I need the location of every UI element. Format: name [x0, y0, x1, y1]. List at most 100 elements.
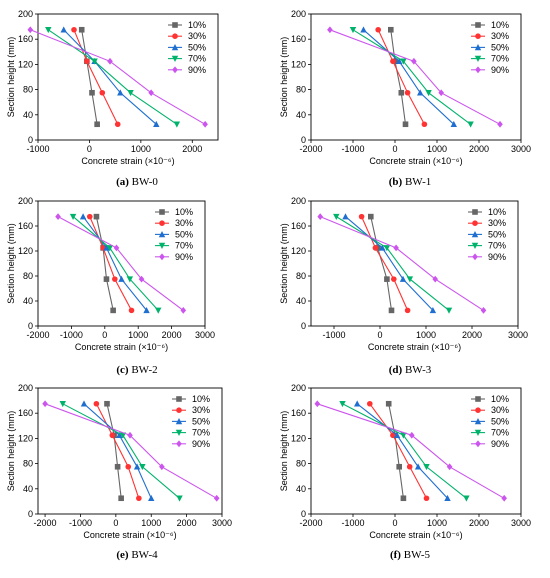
y-tick-label: 80 [296, 271, 306, 281]
y-tick-label: 200 [291, 383, 306, 393]
data-point-30% [390, 432, 396, 439]
data-point-30% [99, 89, 106, 96]
legend-label: 70% [175, 241, 193, 251]
data-point-10% [93, 213, 100, 220]
series-line-90% [30, 29, 206, 125]
data-point-10% [103, 276, 110, 282]
data-point-10% [400, 495, 407, 502]
legend-marker [472, 220, 478, 226]
data-point-70% [126, 276, 134, 283]
chart-panel-3: -2000 -1000 0 1000 2000 3000 0 40 80 120 160 200 Con… [6, 196, 215, 376]
x-tick-label: 2000 [462, 330, 482, 340]
legend-label: 90% [488, 252, 506, 262]
legend-marker [176, 396, 182, 402]
data-point-90% [411, 57, 417, 65]
legend-label: 70% [188, 54, 206, 64]
x-tick-label: 0 [392, 518, 397, 528]
data-point-30% [109, 432, 116, 439]
data-point-50% [148, 494, 155, 502]
legend-label: 50% [192, 416, 210, 426]
y-tick-label: 160 [18, 34, 33, 44]
data-point-90% [42, 400, 48, 408]
data-point-30% [391, 276, 397, 282]
data-point-30% [114, 121, 121, 128]
legend-label: 30% [491, 405, 509, 415]
data-point-30% [71, 26, 77, 33]
series-line-10% [388, 403, 404, 499]
data-point-50% [342, 213, 349, 220]
data-point-10% [78, 26, 85, 33]
legend-label: 30% [491, 31, 509, 41]
x-tick-label: 2000 [182, 144, 202, 154]
plot-frame [310, 13, 522, 141]
data-point-90% [180, 306, 187, 314]
y-tick-label: 80 [296, 459, 306, 469]
panel-caption: (e) BW-4 [116, 549, 158, 561]
x-tick-label: -1000 [69, 518, 92, 528]
data-point-10% [114, 463, 121, 470]
chart-panel-6: -2000 -1000 0 1000 2000 3000 0 40 80 120 160 200 Con… [279, 383, 531, 561]
panel-caption-letter: (b) [389, 176, 403, 188]
series-line-30% [369, 403, 427, 499]
data-point-70% [127, 89, 134, 97]
legend-marker [158, 231, 166, 238]
data-point-50% [414, 463, 422, 470]
data-point-70% [106, 245, 114, 252]
legend-label: 10% [488, 207, 506, 217]
legend-marker [158, 242, 166, 249]
data-point-30% [404, 89, 411, 96]
y-tick-label: 160 [18, 408, 33, 418]
legend-label: 30% [192, 405, 210, 415]
y-tick-label: 120 [18, 59, 33, 69]
y-axis-label: Section height (mm) [6, 411, 16, 492]
y-tick-label: 200 [291, 9, 306, 19]
y-tick-label: 40 [23, 296, 33, 306]
data-point-90% [159, 463, 165, 471]
y-tick-label: 0 [301, 321, 306, 331]
y-tick-label: 80 [23, 271, 33, 281]
data-point-70% [91, 58, 98, 65]
data-point-50% [393, 431, 401, 439]
data-point-90% [438, 89, 444, 97]
y-tick-label: 160 [18, 221, 33, 231]
data-point-30% [423, 495, 430, 502]
series-line-70% [352, 29, 471, 125]
data-point-70% [339, 400, 346, 408]
data-point-90% [501, 494, 507, 502]
data-point-50% [399, 275, 407, 282]
panel-caption-letter: (c) [116, 364, 129, 376]
panel-caption-name: BW-4 [129, 549, 159, 561]
data-point-70% [349, 26, 357, 34]
x-tick-label: 3000 [511, 518, 531, 528]
data-point-90% [107, 57, 113, 65]
data-point-50% [379, 244, 386, 251]
legend-label: 30% [488, 218, 506, 228]
panel-caption-letter: (d) [389, 364, 403, 376]
legend-label: 10% [491, 20, 509, 30]
data-point-30% [136, 495, 142, 502]
data-point-50% [79, 213, 87, 220]
legend-marker [471, 242, 479, 249]
series-line-10% [370, 216, 393, 311]
data-point-50% [360, 26, 367, 33]
data-point-10% [104, 400, 110, 407]
x-tick-label: -1000 [341, 518, 364, 528]
data-point-50% [396, 57, 403, 65]
y-axis-label: Section height (mm) [6, 223, 16, 304]
chart-panel-2: -2000 -1000 0 1000 2000 3000 0 40 80 120 160 200 Con… [279, 9, 531, 188]
x-axis-label: Concrete strain (×10⁻⁶) [83, 530, 176, 540]
legend-marker [171, 55, 179, 62]
y-tick-label: 160 [291, 408, 306, 418]
legend-label: 30% [188, 31, 206, 41]
data-point-30% [367, 400, 373, 407]
x-tick-label: 0 [87, 144, 92, 154]
legend-label: 90% [491, 65, 509, 75]
series-line-50% [356, 403, 448, 499]
legend-marker [176, 407, 182, 414]
legend-marker [472, 253, 478, 261]
y-tick-label: 200 [291, 196, 306, 206]
y-tick-label: 80 [296, 85, 306, 95]
x-tick-label: -1000 [26, 144, 49, 154]
data-point-70% [333, 213, 340, 221]
